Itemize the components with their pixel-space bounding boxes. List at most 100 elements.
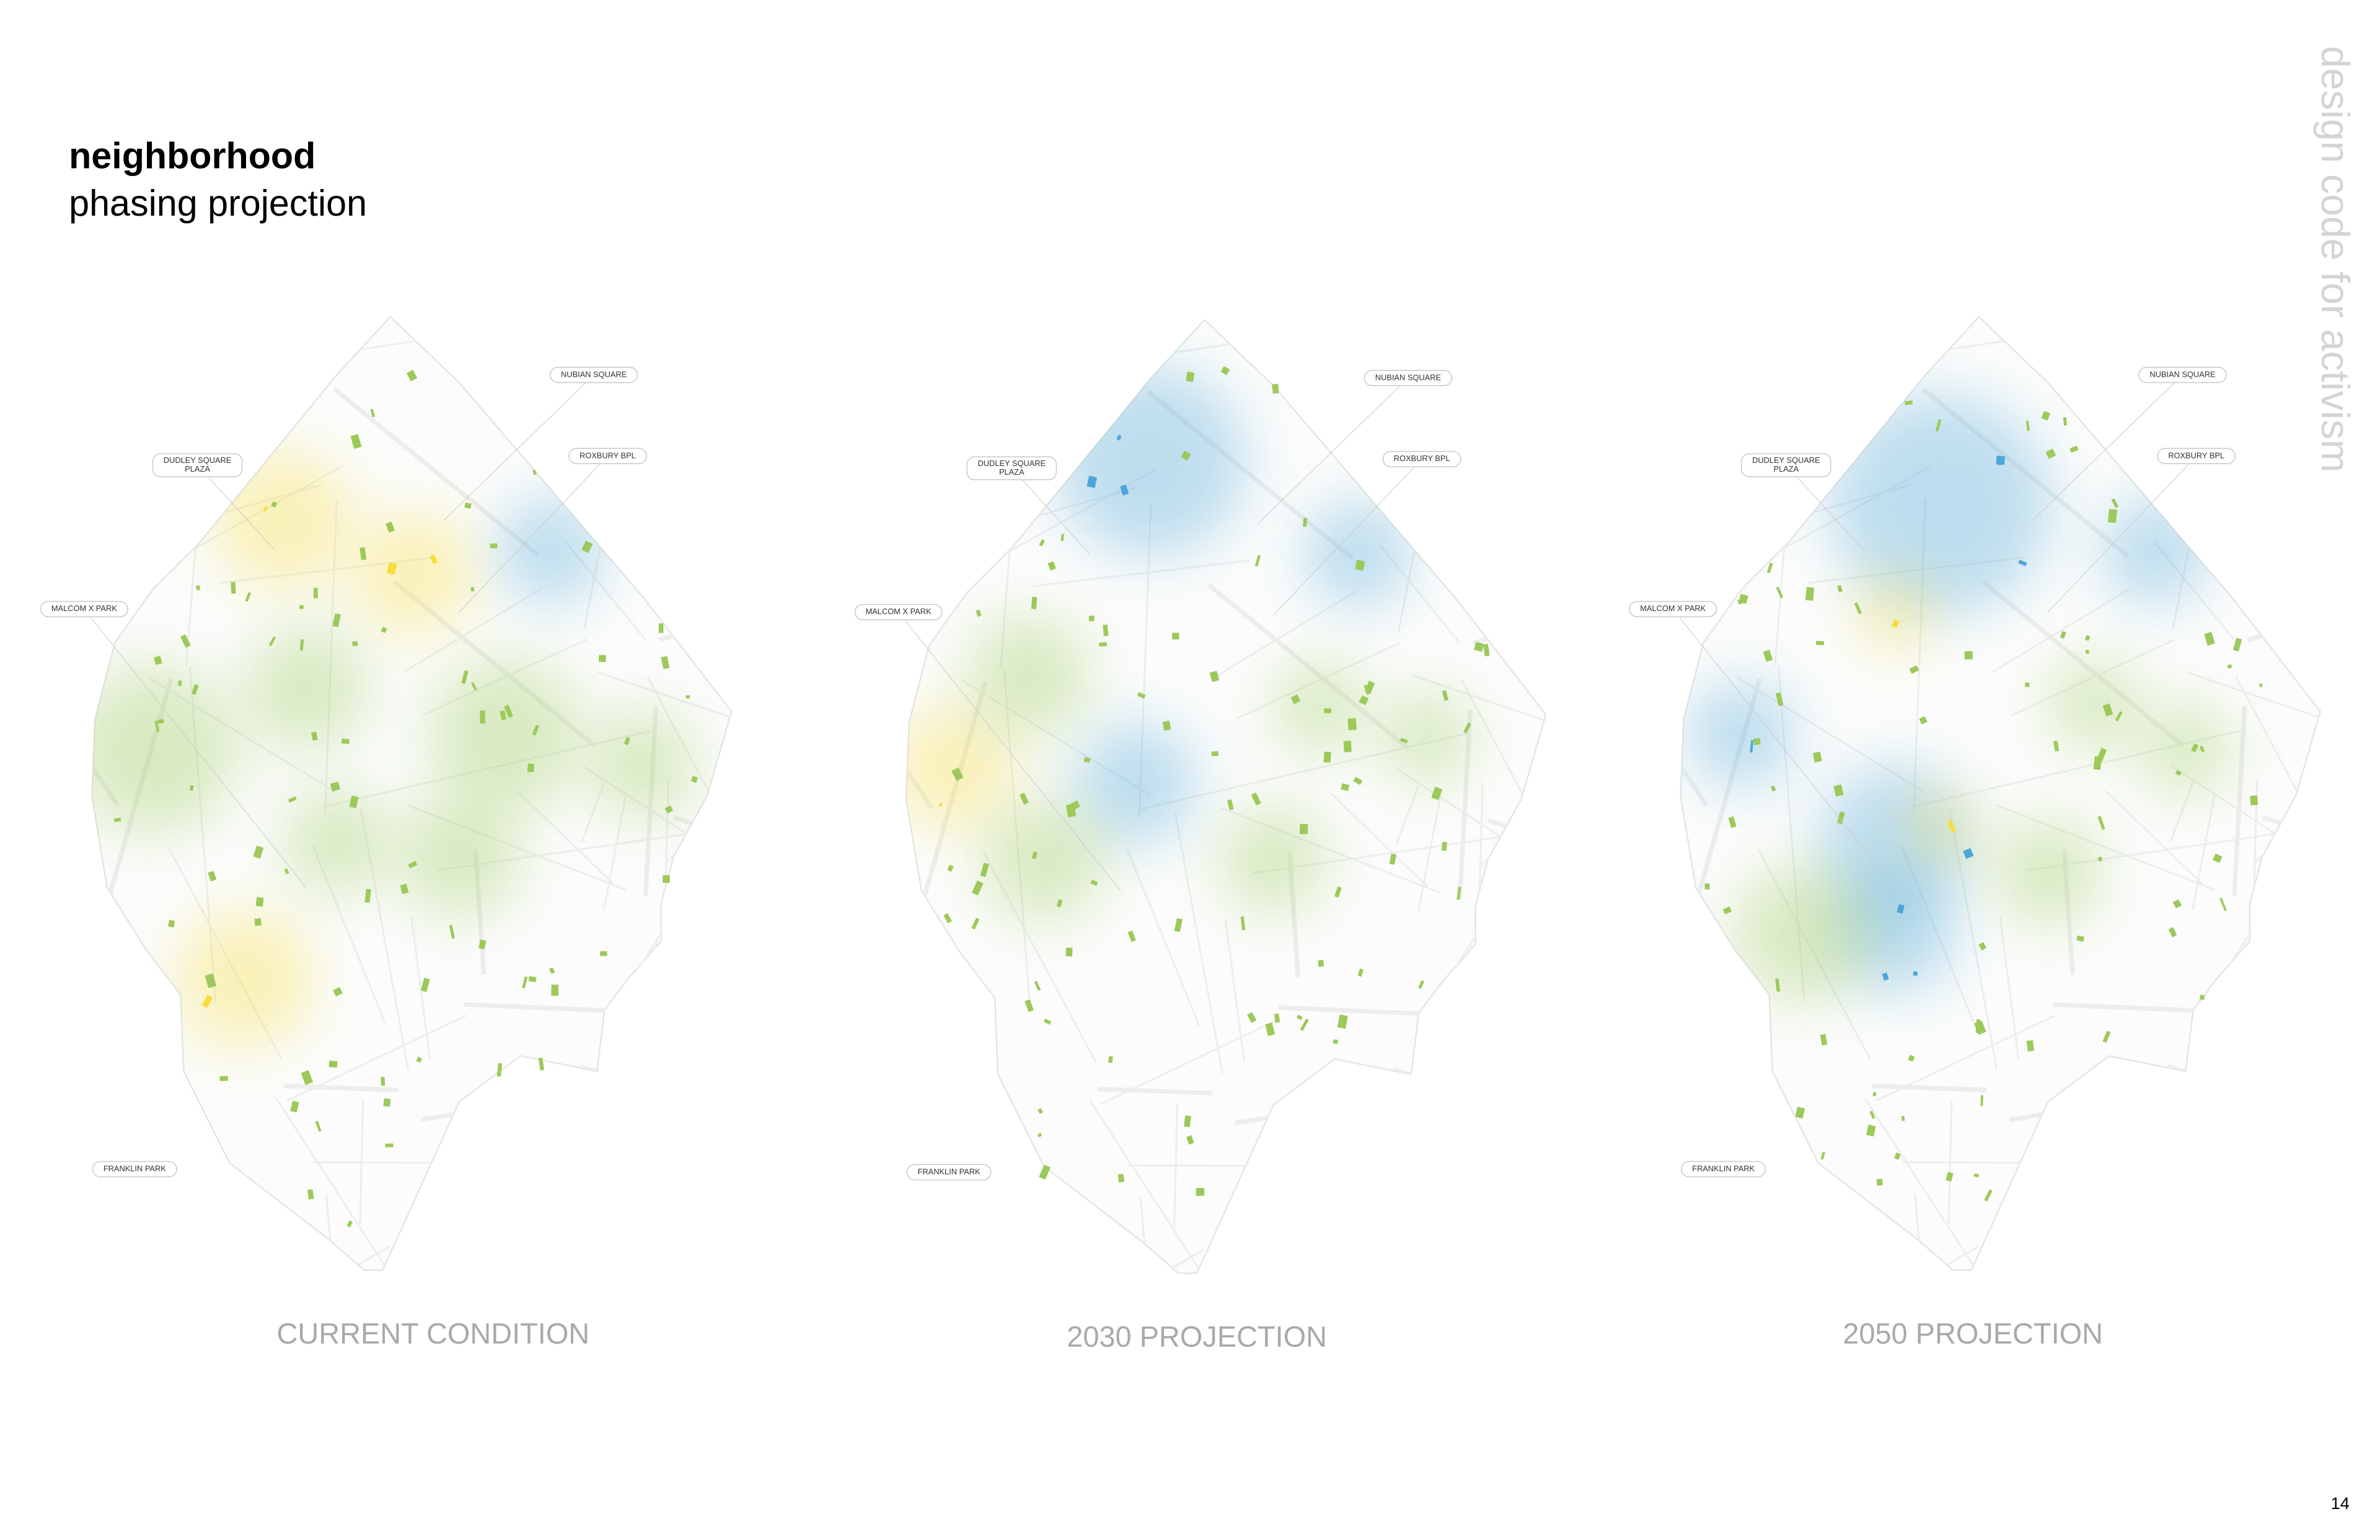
parcel <box>2026 1040 2035 1052</box>
parcel <box>386 562 397 575</box>
street <box>2300 1064 2320 1225</box>
parcel <box>381 1076 386 1086</box>
parcel <box>1776 586 1784 599</box>
label-text: PLAZA <box>999 467 1025 477</box>
label-text: FRANKLIN PARK <box>104 1164 166 1173</box>
parcel <box>2102 703 2113 717</box>
parcel <box>1341 783 1350 791</box>
street <box>1396 768 1546 889</box>
parcel <box>1247 1012 1257 1023</box>
parcel <box>1905 400 1913 405</box>
parcel <box>527 763 535 773</box>
parcel <box>332 613 341 628</box>
parcel <box>1980 1095 1983 1106</box>
street <box>1139 1196 1162 1274</box>
leader-line <box>2047 455 2197 613</box>
heat-zone <box>1074 722 1197 845</box>
street <box>1564 1093 1592 1221</box>
parcel <box>301 1070 314 1085</box>
parcel <box>1318 959 1324 967</box>
parcel <box>1897 904 1905 914</box>
street <box>464 1002 632 1014</box>
parcel <box>1137 692 1146 699</box>
heat-zone <box>1380 692 1473 784</box>
heat-zone <box>967 615 1090 738</box>
street <box>1336 1263 1460 1274</box>
parcel <box>195 585 201 591</box>
parcel <box>313 587 318 599</box>
street <box>1680 1086 1734 1141</box>
street <box>283 1083 399 1093</box>
parcel <box>2259 683 2263 687</box>
parcel <box>532 724 540 736</box>
leader-line <box>898 612 1121 891</box>
parcel <box>307 1189 314 1200</box>
parcel <box>1978 942 1987 951</box>
parcel <box>1323 751 1331 763</box>
page-number: 14 <box>2331 1494 2350 1513</box>
heat-zone <box>2048 658 2140 750</box>
street <box>1330 793 1429 888</box>
parcel <box>2115 711 2123 722</box>
parcel <box>1357 968 1364 977</box>
parcel <box>1300 1018 1309 1031</box>
parcel <box>2063 417 2068 426</box>
map-caption: CURRENT CONDITION <box>277 1318 590 1350</box>
parcel <box>600 951 607 956</box>
heat-zone <box>1734 865 1872 1003</box>
parcel <box>168 920 175 928</box>
street <box>977 1208 1102 1274</box>
parcel <box>271 501 278 508</box>
heat-zone <box>245 627 368 750</box>
parcel <box>1766 563 1773 573</box>
parcel <box>2084 635 2091 641</box>
street <box>2185 671 2320 744</box>
parcel <box>1947 820 1956 833</box>
street <box>1393 1067 1546 1146</box>
parcel <box>1463 722 1471 734</box>
parcel <box>2069 446 2079 453</box>
parcel <box>408 861 418 869</box>
heat-zone <box>1273 661 1365 753</box>
parcel <box>1196 1187 1205 1196</box>
parcel <box>2024 682 2030 687</box>
map-caption: 2050 PROJECTION <box>1843 1318 2103 1350</box>
parcel <box>1337 1014 1348 1029</box>
parcel <box>1174 918 1183 932</box>
parcel <box>1891 619 1900 628</box>
street <box>1902 1161 2147 1164</box>
heat-zone <box>92 666 237 834</box>
parcel <box>1211 751 1219 757</box>
parcel <box>2200 995 2205 1000</box>
parcel <box>1353 777 1363 785</box>
parcel <box>478 939 487 949</box>
label-pill <box>92 1161 177 1177</box>
label-pill <box>152 453 243 477</box>
parcel <box>2085 649 2089 654</box>
parcel <box>1775 692 1784 706</box>
parcel <box>1038 1108 1043 1114</box>
parcel <box>1882 972 1889 981</box>
subtitle: phasing projection <box>69 182 367 224</box>
parcel <box>1869 1111 1875 1119</box>
leader-line <box>197 465 276 552</box>
parcel <box>522 976 528 989</box>
street <box>1261 1214 1546 1274</box>
parcel <box>1186 1135 1194 1145</box>
street <box>1478 782 1484 908</box>
heat-zone <box>1856 574 1933 651</box>
heat-zone <box>1830 395 2052 615</box>
parcel <box>1775 978 1781 992</box>
map: NUBIAN SQUARE ROXBURY BPL DUDLEY SQUAREPLA… <box>854 319 1592 1274</box>
heat-zone <box>351 513 475 635</box>
street <box>597 671 732 744</box>
label-pill <box>568 447 647 464</box>
parcel <box>1127 930 1136 943</box>
leader-line <box>459 455 608 613</box>
street <box>164 1205 288 1270</box>
street <box>1224 919 1245 1063</box>
parcel <box>1442 690 1449 702</box>
parcel <box>1020 793 1029 805</box>
parcel <box>420 977 430 992</box>
parcel <box>480 710 485 724</box>
